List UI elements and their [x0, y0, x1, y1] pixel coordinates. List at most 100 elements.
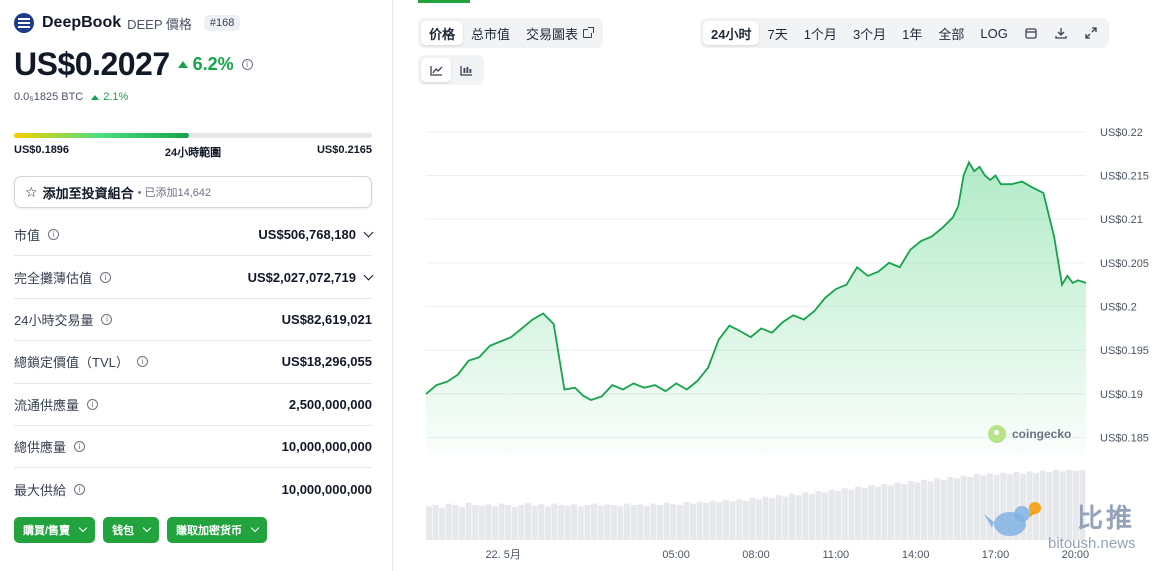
candlestick-icon[interactable] [451, 58, 481, 82]
y-tick-label: US$0.22 [1100, 127, 1143, 139]
y-tick-label: US$0.215 [1100, 171, 1149, 183]
stat-row-fdv[interactable]: 完全攤薄估值 i US$2,027,072,719 [14, 256, 374, 299]
info-icon[interactable]: i [87, 398, 99, 410]
info-icon[interactable]: i [74, 441, 86, 453]
volume-bar [1059, 471, 1066, 540]
info-icon[interactable]: i [136, 356, 148, 368]
volume-bar [723, 500, 729, 540]
volume-bar [782, 496, 789, 540]
volume-bar [452, 505, 459, 540]
range-high: US$0.2165 [316, 144, 372, 156]
download-icon[interactable] [1046, 21, 1076, 45]
info-icon[interactable]: i [101, 313, 113, 325]
external-link-icon [583, 26, 595, 38]
chevron-down-icon[interactable] [363, 227, 374, 238]
info-icon[interactable]: i [241, 58, 253, 70]
volume-bar [1006, 474, 1013, 540]
tab-log-scale[interactable]: LOG [980, 25, 1008, 41]
watermark-brand: 比推 [1077, 503, 1136, 533]
volume-bar [531, 505, 538, 540]
volume-bar [914, 482, 921, 540]
wallet-button[interactable]: 钱包 [103, 516, 160, 543]
stat-value: 10,000,000,000 [281, 482, 372, 498]
stat-row-volume: 24小時交易量 i US$82,619,021 [14, 299, 372, 342]
stat-label: 總供應量 [14, 440, 67, 456]
coingecko-watermark-text: coingecko [1012, 427, 1072, 441]
volume-bar [736, 499, 743, 540]
earn-crypto-button[interactable]: 賺取加密货币 [167, 516, 268, 543]
volume-bar [584, 505, 591, 540]
info-icon[interactable]: i [100, 271, 112, 283]
volume-bar [848, 489, 855, 540]
btc-price-row: 0.0₅1825 BTC 2.1% [14, 91, 372, 103]
tab-price[interactable]: 价格 [421, 21, 464, 45]
price-chart[interactable]: US$0.22 US$0.215 US$0.21 US$0.205 US$0.2 US$0… [418, 100, 1158, 570]
trading-chart-label: 交易圖表 [526, 26, 579, 42]
buy-sell-label: 購買/售賣 [23, 524, 71, 537]
coingecko-logo-icon [988, 425, 1006, 443]
stat-row-max-supply: 最大供給 i 10,000,000,000 [14, 468, 372, 510]
x-tick-label: 17:00 [982, 549, 1010, 561]
volume-bar [769, 498, 776, 540]
tab-range-all[interactable]: 全部 [938, 26, 965, 42]
chart-view-tabs [418, 55, 484, 85]
action-buttons: 購買/售賣 钱包 賺取加密货币 [14, 516, 372, 543]
stat-value: US$82,619,021 [281, 311, 372, 327]
chevron-down-icon [142, 523, 152, 532]
tab-trading-chart[interactable]: 交易圖表 [518, 21, 600, 45]
volume-bar [1039, 470, 1046, 540]
tab-range-3m[interactable]: 3个月 [852, 26, 887, 42]
volume-bar [756, 499, 762, 540]
range-label: 24小時範圍 [164, 147, 222, 159]
stat-value: US$2,027,072,719 [247, 269, 356, 285]
volume-bar [663, 502, 670, 540]
volume-bar [577, 506, 584, 540]
volume-bar [868, 485, 875, 540]
volume-bar [439, 507, 446, 540]
volume-bar [960, 475, 967, 540]
chevron-down-icon[interactable] [363, 270, 374, 281]
x-tick-label: 20:00 [1062, 549, 1090, 561]
chevron-down-icon [250, 523, 260, 532]
stat-label: 總鎖定價值（TVL） [14, 355, 129, 371]
tab-range-7d[interactable]: 7天 [767, 26, 788, 42]
volume-bar [472, 505, 479, 540]
line-chart-icon[interactable] [421, 58, 451, 82]
x-tick-label: 05:00 [662, 549, 690, 561]
x-tick-label: 14:00 [902, 549, 930, 561]
range-low: US$0.1896 [14, 144, 70, 156]
stat-value: US$18,296,055 [281, 354, 372, 370]
volume-bar [604, 504, 611, 540]
volume-bar [855, 486, 861, 540]
stat-label: 24小時交易量 [14, 312, 94, 328]
buy-sell-button[interactable]: 購買/售賣 [14, 516, 96, 543]
chevron-down-icon [78, 523, 88, 532]
volume-bar [485, 504, 492, 540]
info-icon[interactable]: i [48, 229, 60, 241]
tab-market-cap[interactable]: 总市值 [471, 26, 511, 42]
volume-bar [973, 474, 980, 540]
tab-range-1m[interactable]: 1个月 [803, 26, 837, 42]
stat-value: US$506,768,180 [258, 227, 356, 243]
volume-bar [1066, 470, 1073, 540]
tab-range-1y[interactable]: 1年 [902, 26, 923, 42]
calendar-icon[interactable] [1016, 21, 1046, 45]
stat-row-tvl: 總鎖定價值（TVL） i US$18,296,055 [14, 341, 372, 384]
tab-range-24h[interactable]: 24小时 [703, 21, 760, 45]
volume-bar [993, 474, 1000, 540]
volume-bar [551, 503, 558, 540]
y-tick-label: US$0.2 [1100, 302, 1137, 314]
volume-bar [564, 505, 571, 540]
volume-bar [518, 505, 525, 540]
stat-row-market-cap[interactable]: 市值 i US$506,768,180 [14, 214, 374, 257]
up-arrow-icon [177, 60, 188, 68]
add-to-portfolio-button[interactable]: ☆ 添加至投資組合 • 已添加14,642 [14, 176, 372, 208]
watermark-url: bitoush.news [1048, 535, 1136, 552]
info-icon[interactable]: i [74, 484, 86, 496]
x-tick-label: 22. 5月 [485, 549, 520, 561]
volume-bar [703, 502, 710, 540]
volume-bar [967, 477, 974, 540]
range-bar-fill [14, 133, 190, 138]
fullscreen-icon[interactable] [1076, 21, 1106, 45]
volume-bar [617, 506, 624, 540]
